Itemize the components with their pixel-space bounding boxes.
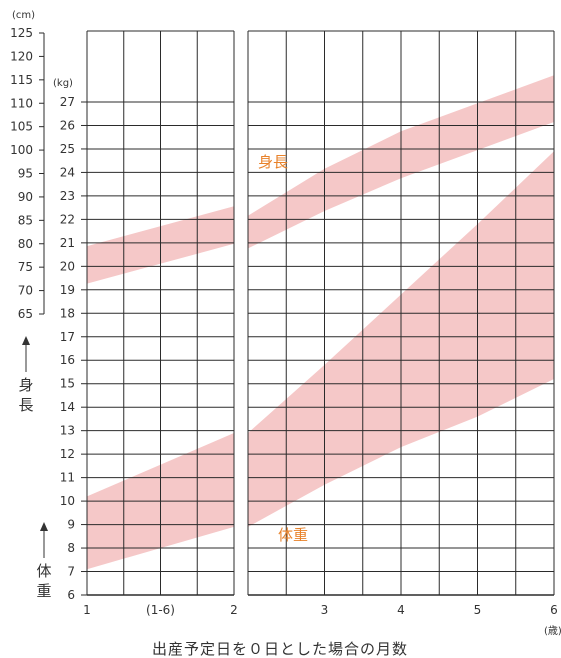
height-tick-label: 125	[10, 26, 33, 40]
weight-unit-label: (kg)	[53, 78, 73, 89]
weight-series-label: 体重	[278, 526, 308, 544]
weight-tick-label: 12	[60, 447, 75, 461]
weight-tick-label: 14	[60, 400, 75, 414]
weight-arrow-icon	[40, 522, 48, 531]
weight-tick-label: 17	[60, 330, 75, 344]
height-tick-label: 100	[10, 143, 33, 157]
weight-tick-label: 22	[60, 212, 75, 226]
height-tick-label: 70	[18, 284, 33, 298]
x-tick-label: 5	[474, 603, 482, 617]
x-tick-label: 3	[321, 603, 329, 617]
weight-tick-label: 27	[60, 95, 75, 109]
weight-axis-label-1: 体	[36, 562, 51, 580]
height-tick-label: 95	[18, 167, 33, 181]
weight-tick-label: 20	[60, 259, 75, 273]
weight-tick-label: 21	[60, 236, 75, 250]
height-axis-label-1: 身	[18, 376, 33, 394]
x-axis-unit: (歳)	[544, 625, 561, 637]
height-tick-label: 65	[18, 307, 33, 321]
x-axis-title: 出産予定日を０日とした場合の月数	[152, 640, 408, 658]
height-tick-label: 110	[10, 96, 33, 110]
weight-tick-label: 16	[60, 353, 75, 367]
height-tick-label: 90	[18, 190, 33, 204]
x-tick-label: (1-6)	[146, 603, 175, 617]
weight-tick-label: 24	[60, 165, 75, 179]
chart-grid	[86, 30, 555, 596]
weight-tick-label: 8	[67, 541, 75, 555]
weight-tick-label: 25	[60, 142, 75, 156]
height-tick-label: 75	[18, 260, 33, 274]
weight-tick-label: 18	[60, 306, 75, 320]
weight-tick-label: 10	[60, 494, 75, 508]
weight-tick-label: 15	[60, 377, 75, 391]
height-tick-label: 120	[10, 49, 33, 63]
height-tick-label: 80	[18, 237, 33, 251]
height-tick-label: 85	[18, 213, 33, 227]
height-tick-label: 115	[10, 73, 33, 87]
x-tick-label: 2	[230, 603, 238, 617]
x-tick-label: 4	[397, 603, 405, 617]
weight-tick-label: 9	[67, 518, 75, 532]
weight-tick-label: 19	[60, 283, 75, 297]
weight-tick-label: 11	[60, 471, 75, 485]
height-series-label: 身長	[258, 153, 288, 171]
axis-arrows	[22, 336, 48, 558]
height-tick-label: 105	[10, 120, 33, 134]
weight-tick-label: 23	[60, 189, 75, 203]
weight-tick-label: 6	[67, 588, 75, 602]
weight-axis-label-2: 重	[36, 582, 51, 600]
x-tick-label: 1	[83, 603, 91, 617]
x-tick-label: 6	[550, 603, 558, 617]
height-arrow-icon	[22, 336, 30, 345]
weight-tick-label: 26	[60, 118, 75, 132]
height-unit-label: (cm)	[12, 10, 35, 21]
height-axis-label-2: 長	[18, 396, 33, 414]
weight-tick-label: 7	[67, 565, 75, 579]
weight-tick-label: 13	[60, 424, 75, 438]
chart-axes: 1251201151101051009590858075706527262524…	[10, 26, 558, 617]
